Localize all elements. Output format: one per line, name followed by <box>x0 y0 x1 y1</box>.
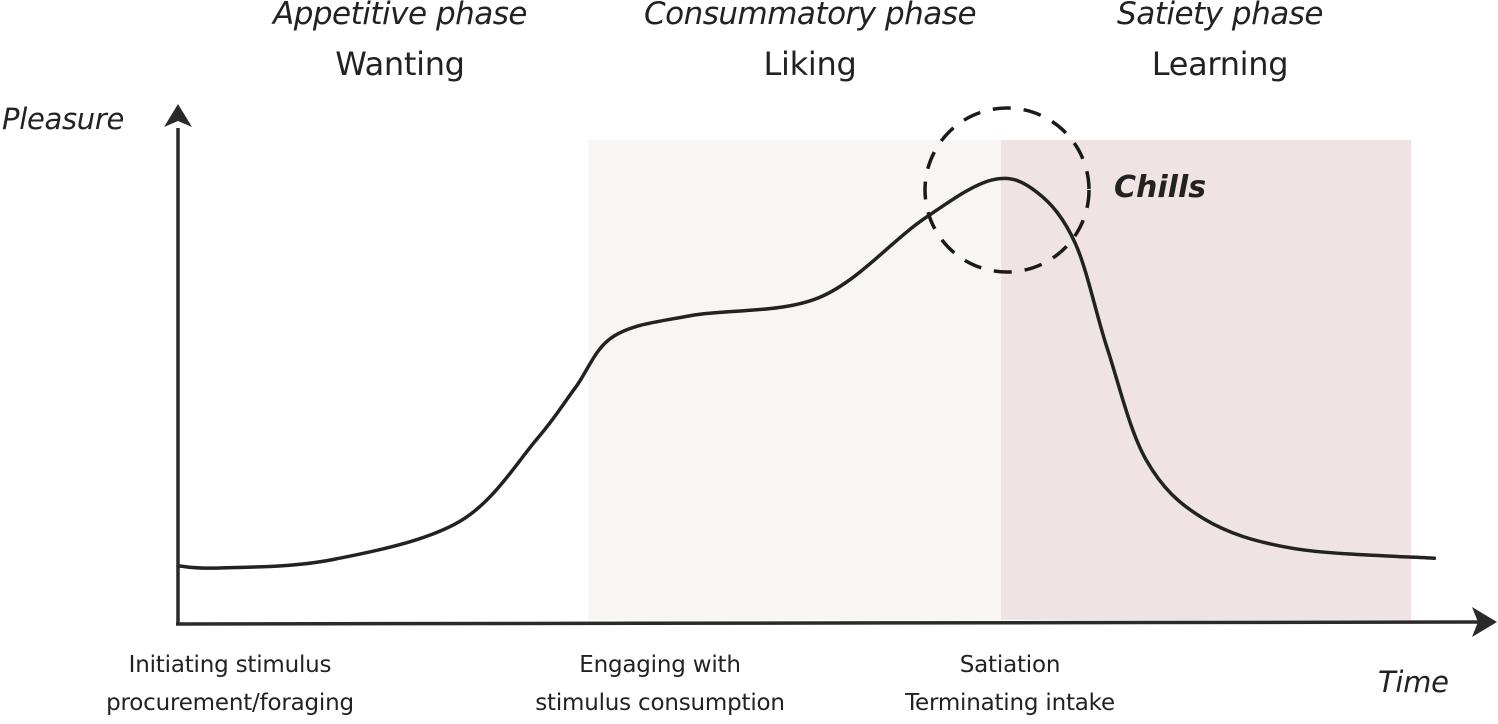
phase-subtitle-learning: Learning <box>1151 45 1289 83</box>
chills-dashed-circle <box>923 106 1091 274</box>
bottom-label-initiating: Initiating stimulus procurement/foraging <box>60 646 400 722</box>
phase-region-consummatory-phase <box>588 140 1002 620</box>
phase-region-satiety-phase <box>1001 140 1412 620</box>
phase-title-consummatory: Consummatory phase <box>643 0 977 32</box>
phase-title-satiety: Satiety phase <box>1117 0 1323 32</box>
y-axis-label: Pleasure <box>2 102 125 136</box>
pleasure-curve <box>176 176 1437 570</box>
bottom-label-engaging: Engaging with stimulus consumption <box>495 646 825 722</box>
x-axis-label: Time <box>1378 665 1449 699</box>
bottom-label-initiating-line2: procurement/foraging <box>106 690 354 716</box>
bottom-label-engaging-line2: stimulus consumption <box>535 690 785 716</box>
phase-subtitle-wanting: Wanting <box>335 45 465 83</box>
phase-subtitle-liking: Liking <box>763 45 857 83</box>
y-axis-arrowhead-icon <box>164 104 192 127</box>
bottom-label-satiation-line2: Terminating intake <box>905 690 1115 716</box>
bottom-label-satiation-line1: Satiation <box>959 652 1061 678</box>
chills-label: Chills <box>1114 170 1207 205</box>
bottom-label-initiating-line1: Initiating stimulus <box>128 652 332 678</box>
x-axis <box>175 620 1479 626</box>
phase-title-appetitive: Appetitive phase <box>273 0 528 32</box>
x-axis-arrowhead-icon <box>1472 607 1497 637</box>
bottom-label-satiation: Satiation Terminating intake <box>880 646 1140 722</box>
bottom-label-engaging-line1: Engaging with <box>579 652 741 678</box>
